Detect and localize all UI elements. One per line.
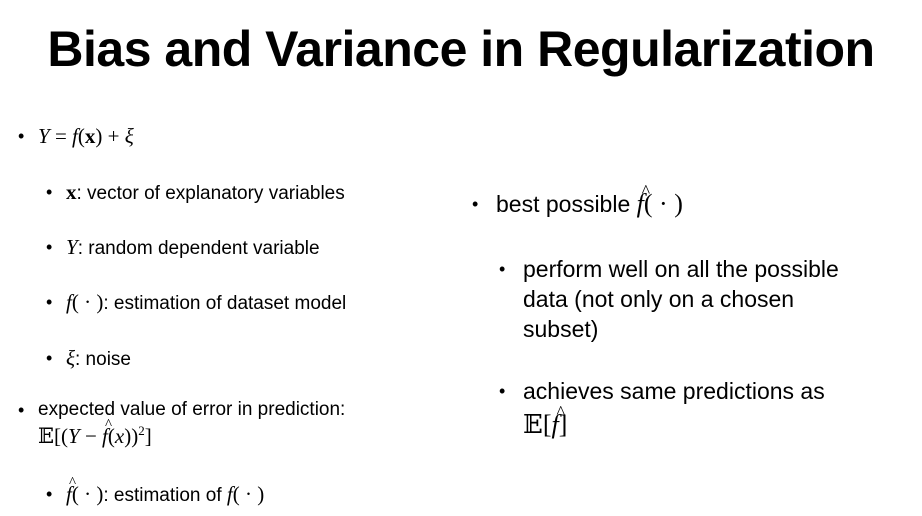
bullet-dot: •	[499, 381, 506, 401]
expected-error-label: expected value of error in prediction:	[38, 399, 346, 420]
bullet-dot: •	[46, 182, 53, 202]
bullet-dot: •	[18, 126, 25, 146]
perform-well-line-3: subset)	[523, 316, 599, 342]
f-definition-label: : estimation of dataset model	[103, 293, 347, 314]
x-definition-label: : vector of explanatory variables	[76, 183, 345, 204]
perform-well-line-1: perform well on all the possible	[523, 256, 839, 282]
bullet-dot: •	[46, 237, 53, 257]
same-predictions-label: achieves same predictions as	[523, 378, 825, 404]
bullet-dot: •	[46, 484, 53, 504]
perform-well-line-2: data (not only on a chosen	[523, 286, 795, 312]
bullet-dot: •	[46, 292, 53, 312]
noise-definition-label: : noise	[75, 349, 131, 370]
y-definition-label: : random dependent variable	[77, 238, 320, 259]
fhat-definition-label: : estimation of	[103, 485, 227, 506]
bullet-dot: •	[18, 400, 25, 420]
best-possible-label: best possible	[496, 191, 637, 217]
expected-fhat-formula: 𝔼[f]	[523, 397, 825, 440]
bullet-dot: •	[472, 194, 479, 214]
model-equation: Y = f(x) + ξ	[38, 124, 134, 148]
bullet-dot: •	[499, 259, 506, 279]
expected-error-formula: 𝔼[(Y − f(x))2]	[38, 413, 152, 450]
bullet-dot: •	[46, 348, 53, 368]
slide-title: Bias and Variance in Regularization	[47, 21, 875, 77]
